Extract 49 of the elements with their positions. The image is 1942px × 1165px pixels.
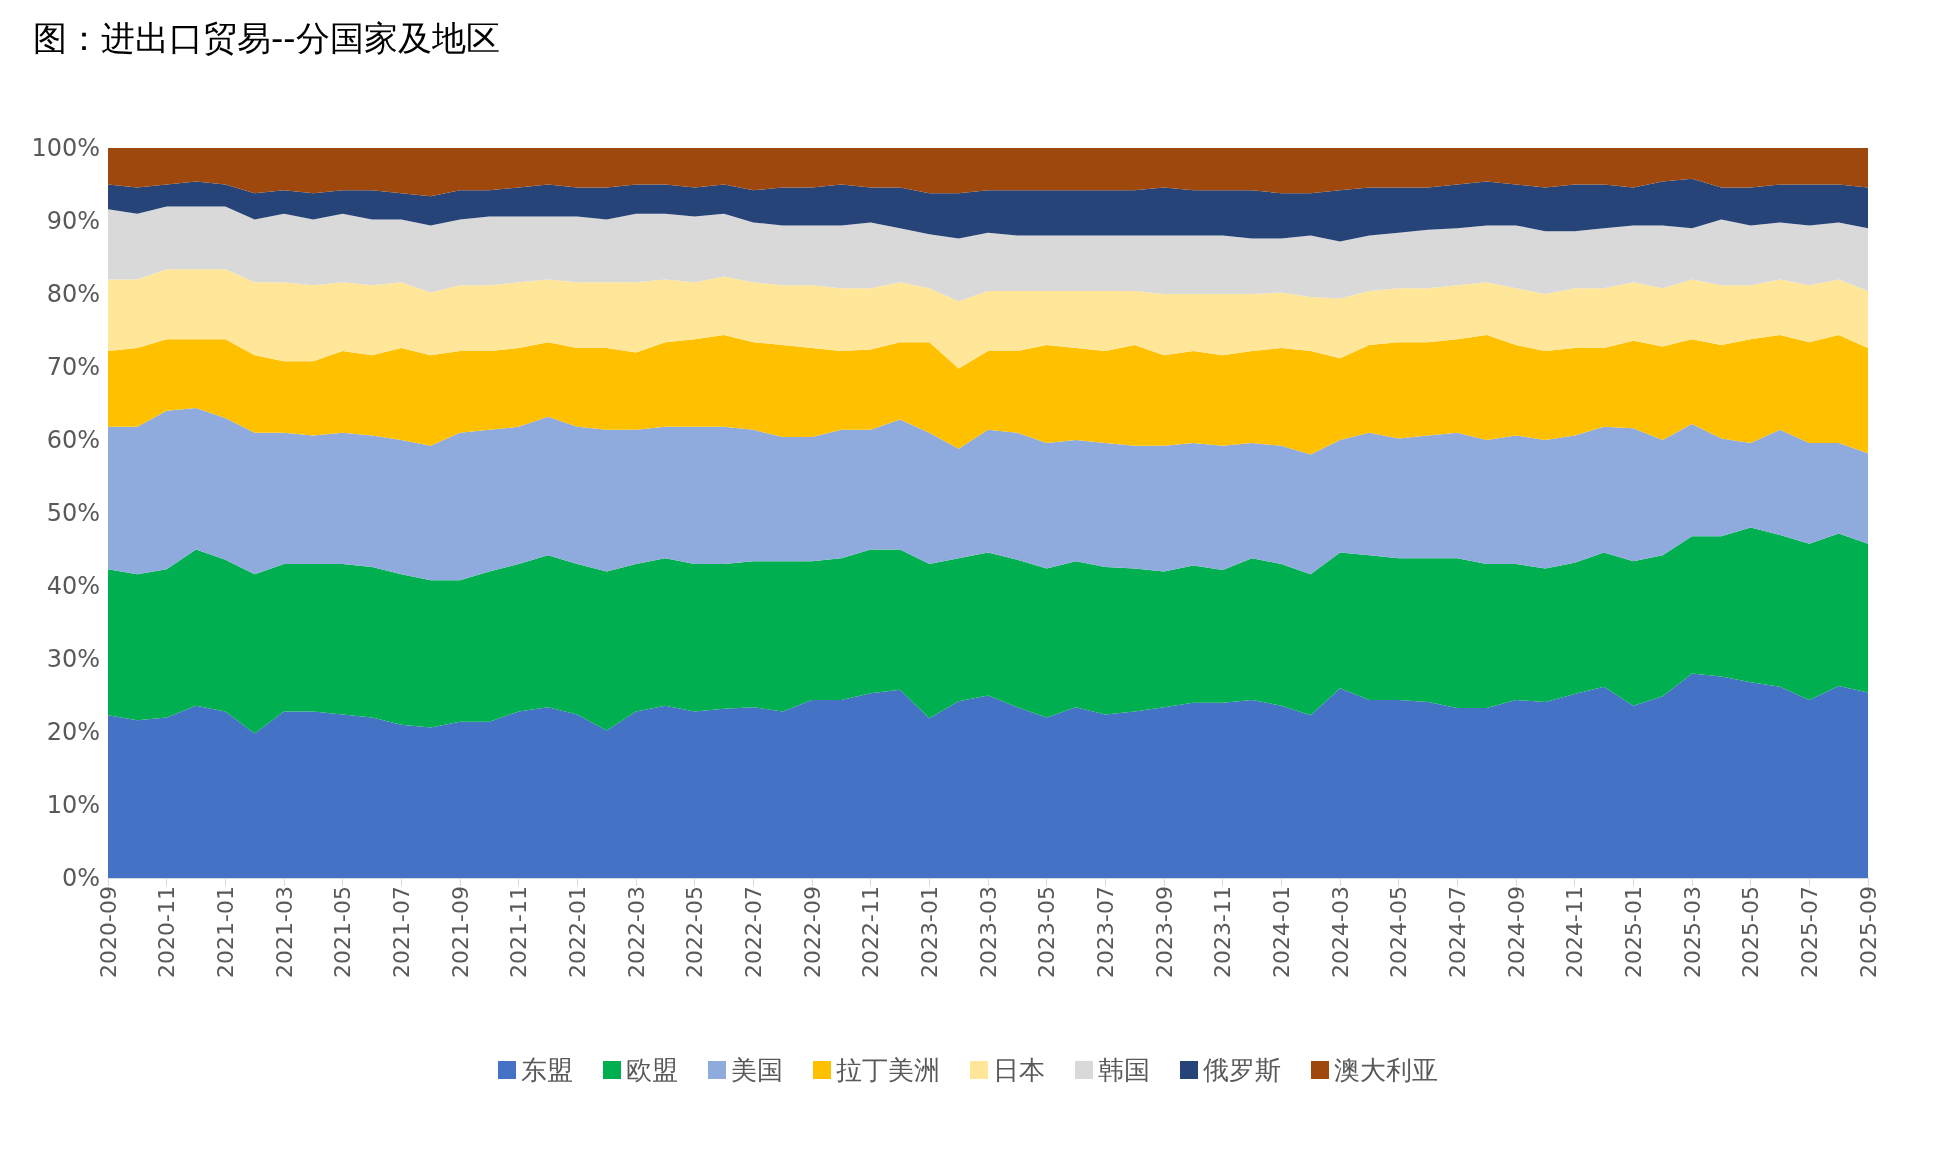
x-tick-label: 2023-11	[1210, 886, 1236, 978]
x-tick-label: 2021-07	[388, 886, 414, 978]
y-tick-label: 30%	[46, 645, 100, 673]
y-tick-label: 90%	[46, 207, 100, 235]
x-tick-label: 2022-03	[623, 886, 649, 978]
x-tick-label: 2022-11	[858, 886, 884, 978]
x-tick-label: 2021-03	[271, 886, 297, 978]
legend-label: 拉丁美洲	[836, 1055, 940, 1085]
x-tick-label: 2021-11	[506, 886, 532, 978]
x-tick-label: 2023-05	[1034, 886, 1060, 978]
x-tick-label: 2022-05	[682, 886, 708, 978]
legend-label: 澳大利亚	[1334, 1055, 1438, 1085]
x-tick-label: 2022-01	[564, 886, 590, 978]
x-tick-label: 2024-03	[1327, 886, 1353, 978]
x-tick-label: 2023-01	[916, 886, 942, 978]
y-tick-label: 100%	[31, 134, 100, 162]
y-tick-label: 40%	[46, 572, 100, 600]
x-tick-label: 2025-09	[1855, 886, 1881, 978]
legend-label: 韩国	[1098, 1055, 1150, 1085]
legend-label: 欧盟	[626, 1055, 678, 1085]
x-tick-label: 2025-07	[1796, 886, 1822, 978]
x-tick-label: 2021-01	[212, 886, 238, 978]
x-tick-label: 2025-03	[1679, 886, 1705, 978]
y-tick-label: 50%	[46, 499, 100, 527]
x-tick-label: 2022-09	[799, 886, 825, 978]
x-tick-label: 2024-07	[1444, 886, 1470, 978]
legend-label: 日本	[993, 1055, 1045, 1085]
x-tick-label: 2022-07	[740, 886, 766, 978]
x-tick-label: 2025-05	[1738, 886, 1764, 978]
x-tick-label: 2023-09	[1151, 886, 1177, 978]
x-tick-label: 2025-01	[1620, 886, 1646, 978]
legend-label: 美国	[731, 1055, 783, 1085]
x-tick-label: 2023-03	[975, 886, 1001, 978]
x-tick-label: 2021-09	[447, 886, 473, 978]
x-tick-label: 2024-11	[1562, 886, 1588, 978]
legend-label: 东盟	[521, 1055, 573, 1085]
legend-label: 俄罗斯	[1203, 1055, 1281, 1085]
x-tick-label: 2021-05	[330, 886, 356, 978]
x-tick-label: 2024-09	[1503, 886, 1529, 978]
y-tick-label: 60%	[46, 426, 100, 454]
y-tick-label: 80%	[46, 280, 100, 308]
x-tick-label: 2024-05	[1386, 886, 1412, 978]
x-tick-label: 2024-01	[1268, 886, 1294, 978]
chart-title: 图：进出口贸易--分国家及地区	[33, 18, 500, 58]
y-tick-label: 10%	[46, 791, 100, 819]
y-tick-label: 70%	[46, 353, 100, 381]
x-tick-label: 2023-07	[1092, 886, 1118, 978]
y-tick-label: 20%	[46, 718, 100, 746]
x-tick-label: 2020-11	[154, 886, 180, 978]
